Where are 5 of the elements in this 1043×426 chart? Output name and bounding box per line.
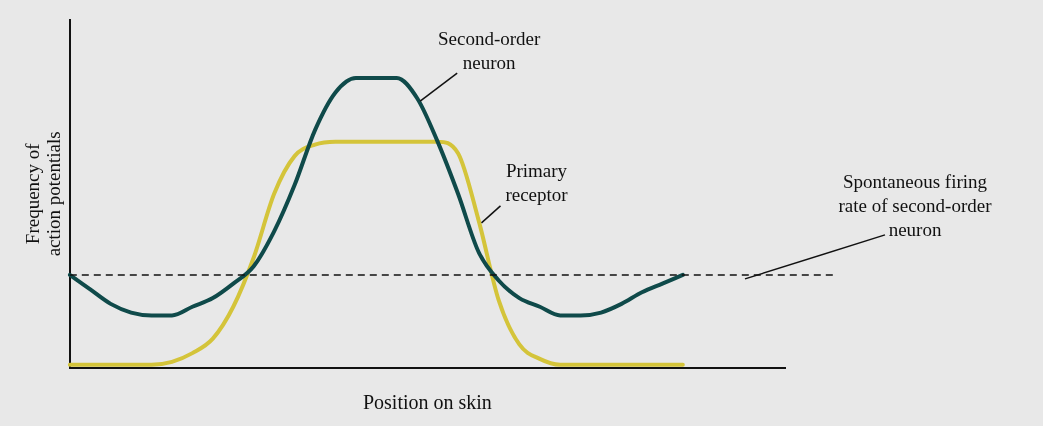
y-axis-title: Frequency of action potentials xyxy=(22,131,65,257)
series-label: Second-order neuron xyxy=(438,28,542,74)
x-axis-title: Position on skin xyxy=(362,391,492,414)
ref-line-label: Spontaneous firing rate of second-order neuron xyxy=(838,170,993,240)
series-label: Primary receptor xyxy=(505,159,569,205)
